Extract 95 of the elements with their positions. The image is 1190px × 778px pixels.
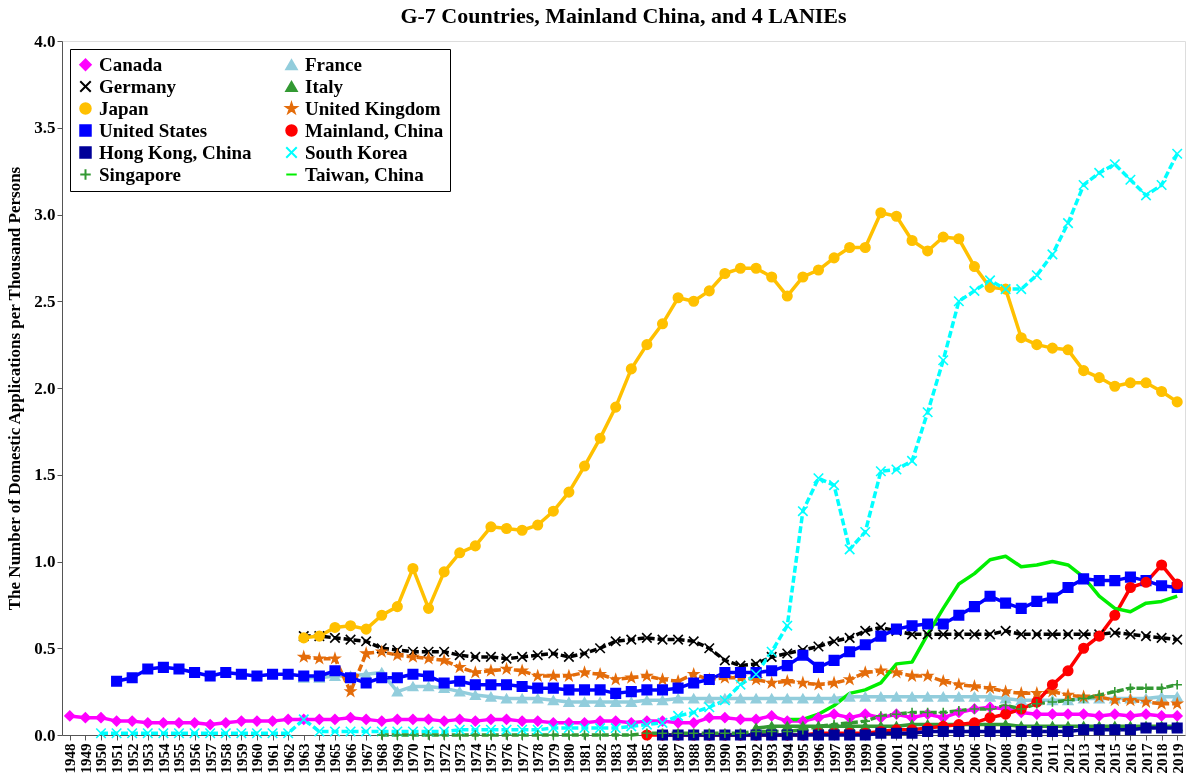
- x-tick-label: 2000: [873, 743, 890, 774]
- x-tick-label: 1961: [265, 743, 282, 774]
- x-tick-label: 1966: [343, 743, 360, 774]
- x-tick-label: 1949: [77, 743, 94, 774]
- x-tick-label: 2015: [1107, 743, 1124, 774]
- x-tick-label: 1965: [327, 743, 344, 774]
- x-tick-label: 1958: [218, 743, 235, 774]
- x-tick-label: 2009: [1013, 743, 1030, 774]
- x-tick-label: 1996: [810, 743, 827, 774]
- legend-label: Mainland, China: [305, 119, 444, 141]
- x-tick-label: 2004: [935, 743, 952, 774]
- x-tick-label: 1967: [358, 743, 375, 774]
- y-tick-label: 2.0: [34, 378, 56, 398]
- y-tick-label: 4.0: [34, 31, 56, 51]
- x-tick-label: 1988: [686, 743, 703, 774]
- x-tick-label: 2003: [920, 743, 937, 774]
- x-tick-label: 1984: [623, 743, 640, 774]
- x-tick-label: 1997: [826, 743, 843, 774]
- x-tick-label: 2011: [1044, 743, 1061, 773]
- x-tick-label: 1952: [124, 743, 141, 774]
- x-tick-label: 2010: [1029, 743, 1046, 774]
- x-tick-label: 1979: [545, 743, 562, 774]
- x-tick-label: 1951: [109, 743, 126, 774]
- x-tick-label: 1976: [499, 743, 516, 774]
- x-tick-label: 1956: [187, 743, 204, 774]
- x-tick-label: 2019: [1169, 743, 1186, 774]
- x-tick-label: 2017: [1138, 743, 1155, 774]
- x-tick-label: 1999: [857, 743, 874, 774]
- x-tick-label: 1987: [670, 743, 687, 774]
- x-tick-label: 1990: [717, 743, 734, 774]
- legend-label: Hong Kong, China: [99, 141, 253, 163]
- x-tick-label: 1975: [483, 743, 500, 774]
- x-tick-label: 1962: [280, 743, 297, 774]
- x-tick-label: 2008: [998, 743, 1015, 774]
- x-tick-label: 1982: [592, 743, 609, 774]
- legend-label: Japan: [99, 97, 150, 119]
- x-tick-label: 1983: [608, 743, 625, 774]
- x-tick-label: 1971: [421, 743, 438, 774]
- x-tick-label: 1959: [233, 743, 250, 774]
- legend-label: United Kingdom: [305, 97, 441, 119]
- y-tick-label: 0.5: [34, 638, 56, 658]
- x-tick-label: 1993: [764, 743, 781, 774]
- y-tick-label: 2.5: [34, 291, 56, 311]
- x-tick-label: 1973: [452, 743, 469, 774]
- legend-label: Italy: [305, 75, 344, 97]
- legend-label: Canada: [99, 53, 163, 75]
- x-tick-label: 2018: [1154, 743, 1171, 774]
- x-tick-label: 2012: [1060, 743, 1077, 774]
- y-tick-label: 3.0: [34, 205, 56, 224]
- x-tick-label: 1970: [405, 743, 422, 774]
- x-tick-label: 1954: [155, 743, 172, 774]
- x-tick-label: 1998: [842, 743, 859, 774]
- x-tick-label: 1994: [779, 743, 796, 774]
- x-tick-label: 1992: [748, 743, 765, 774]
- x-tick-label: 1978: [530, 743, 547, 774]
- legend-label: France: [305, 53, 362, 75]
- x-tick-label: 1972: [436, 743, 453, 774]
- x-tick-label: 2001: [888, 743, 905, 774]
- x-tick-label: 1989: [701, 743, 718, 774]
- y-tick-label: 1.5: [34, 465, 56, 485]
- legend-label: Germany: [99, 75, 177, 97]
- x-tick-label: 1964: [311, 743, 328, 774]
- x-tick-label: 1955: [171, 743, 188, 774]
- y-tick-label: 0.0: [34, 725, 56, 745]
- x-tick-label: 1986: [654, 743, 671, 774]
- x-tick-label: 1950: [93, 743, 110, 774]
- x-tick-label: 1963: [296, 743, 313, 774]
- x-tick-label: 2005: [951, 743, 968, 774]
- x-tick-label: 2013: [1076, 743, 1093, 774]
- y-tick-label: 3.5: [34, 118, 56, 138]
- x-tick-label: 2002: [904, 743, 921, 774]
- x-tick-label: 2016: [1122, 743, 1139, 774]
- legend-label: Taiwan, China: [305, 163, 425, 185]
- legend-label: South Korea: [305, 141, 409, 163]
- legend-label: Singapore: [99, 163, 182, 185]
- x-tick-label: 2007: [982, 743, 999, 774]
- x-tick-label: 1957: [202, 743, 219, 774]
- legend-label: United States: [99, 119, 208, 141]
- x-tick-label: 1960: [249, 743, 266, 774]
- chart-title: G-7 Countries, Mainland China, and 4 LANIEs: [400, 3, 848, 28]
- x-tick-label: 1953: [140, 743, 157, 774]
- x-tick-label: 1948: [62, 743, 79, 774]
- x-tick-label: 1974: [467, 743, 484, 774]
- x-tick-label: 1995: [795, 743, 812, 774]
- y-axis-title: The Number of Domestic Applications per Thousand Persons: [5, 166, 25, 611]
- y-tick-label: 1.0: [34, 552, 56, 571]
- x-tick-label: 1977: [514, 743, 531, 774]
- x-tick-label: 1968: [374, 743, 391, 774]
- x-tick-label: 2014: [1091, 743, 1108, 774]
- x-tick-label: 1981: [577, 743, 594, 774]
- x-tick-label: 1969: [389, 743, 406, 774]
- x-tick-label: 1991: [732, 743, 749, 774]
- x-tick-label: 2006: [966, 743, 983, 774]
- x-tick-label: 1980: [561, 743, 578, 774]
- x-tick-label: 1985: [639, 743, 656, 774]
